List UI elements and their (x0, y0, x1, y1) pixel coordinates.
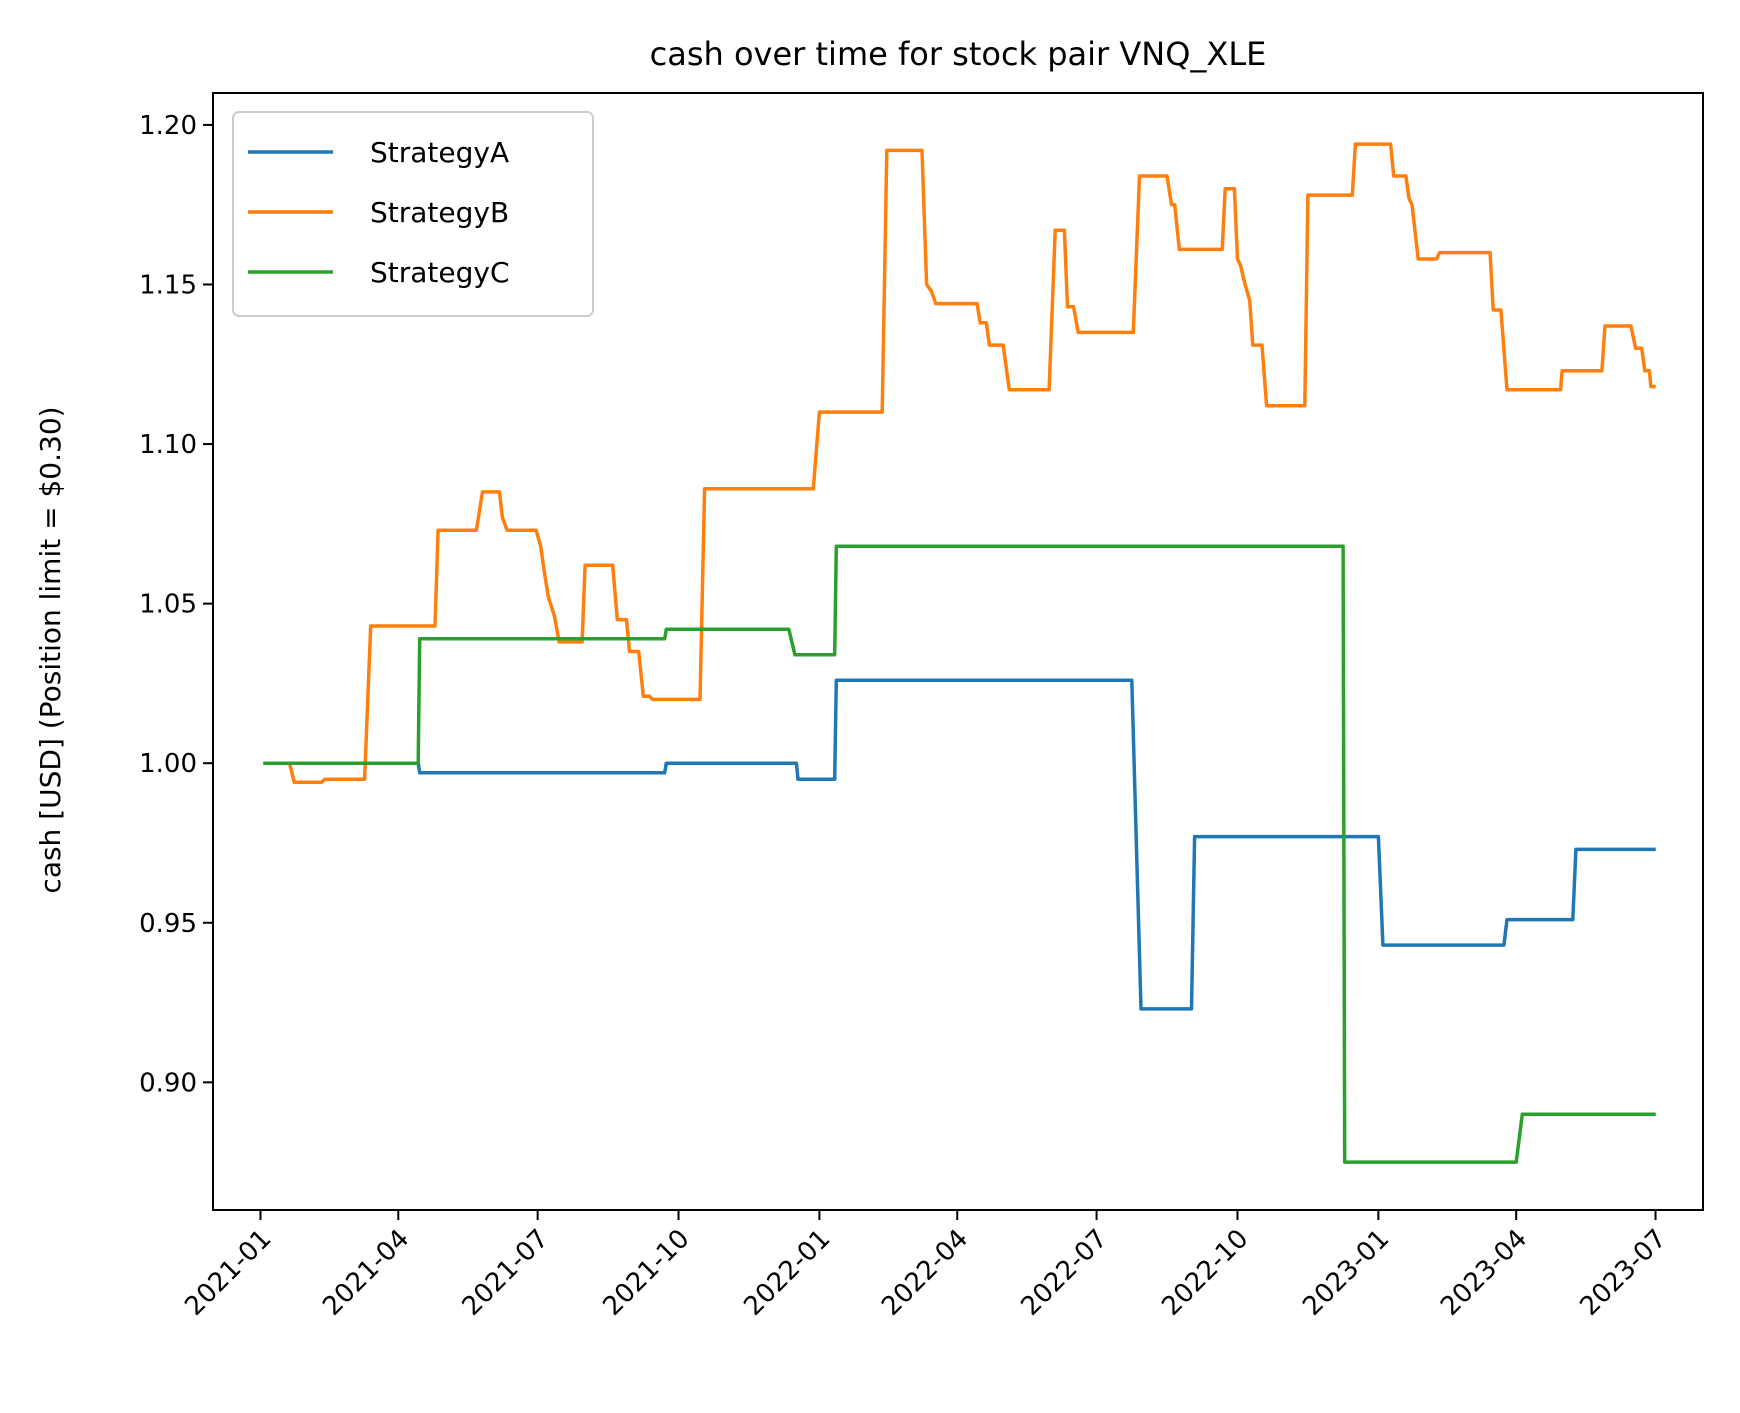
series-line-strategya (263, 678, 1656, 1011)
y-axis-ticks: 0.90 0.95 1.00 1.05 1.10 1.15 1.20 (139, 111, 213, 1098)
y-tick-label: 0.90 (139, 1068, 197, 1098)
legend-label-strategyc: StrategyC (370, 256, 510, 289)
series-line-strategyb (263, 142, 1656, 785)
y-tick-label: 0.95 (139, 909, 197, 939)
y-tick-label: 1.15 (139, 270, 197, 300)
y-tick-label: 1.00 (139, 749, 197, 779)
legend-box (232, 111, 594, 317)
chart-title: cash over time for stock pair VNQ_XLE (650, 35, 1267, 73)
y-axis-label: cash [USD] (Position limit = $0.30) (34, 406, 67, 893)
y-tick-label: 1.10 (139, 430, 197, 460)
y-tick-label: 1.05 (139, 590, 197, 620)
legend: StrategyA StrategyB StrategyC (232, 111, 594, 317)
legend-label-strategya: StrategyA (370, 136, 509, 169)
series-layer (263, 142, 1656, 1164)
legend-label-strategyb: StrategyB (370, 196, 509, 229)
series-line-strategyc (263, 544, 1656, 1164)
y-tick-label: 1.20 (139, 111, 197, 141)
